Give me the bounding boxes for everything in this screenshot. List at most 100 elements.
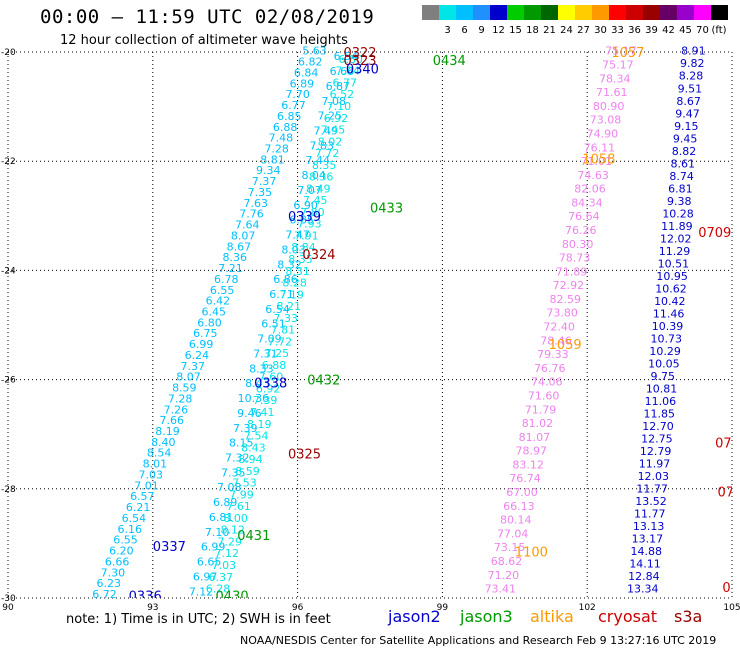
wave-height-label: 6.89 [290,77,315,90]
wave-height-label: 80.14 [500,514,532,527]
wave-height-label: 11.77 [636,482,668,495]
wave-height-label: 12.02 [660,232,692,245]
wave-height-label: 7.28 [168,392,193,405]
time-label: 0709 [698,226,731,241]
time-label: 07 [718,486,735,501]
wave-height-label: 72.40 [543,321,575,334]
colorbar-swatch [490,5,507,20]
colorbar-label: 27 [577,25,590,35]
wave-height-label: 6.52 [330,88,355,101]
wave-height-label: 8.49 [306,182,331,195]
wave-height-label: 7.45 [321,124,346,137]
wave-height-label: 6.65 [197,556,222,569]
wave-height-label: 77.04 [497,527,529,540]
wave-height-label: 6.55 [113,534,138,547]
wave-height-label: 14.11 [629,558,661,571]
wave-height-label: 8.28 [679,70,704,83]
wave-height-label: 7.53 [232,477,257,490]
wave-height-label: 8.91 [681,45,706,58]
wave-height-label: 6.80 [197,316,222,329]
colorbar-swatch [473,5,490,20]
wave-height-label: 8.67 [676,95,701,108]
wave-height-label: 7.35 [248,186,273,199]
wave-height-label: 7.47 [285,229,310,242]
wave-height-label: 7.12 [215,547,240,560]
wave-height-label: 6.81 [209,511,234,524]
wave-height-label: 6.99 [189,338,214,351]
wave-height-label: 6.81 [668,182,693,195]
colorbar-swatch [711,5,728,20]
colorbar-swatch [626,5,643,20]
wave-height-label: 7.04 [335,65,360,78]
wave-height-label: 68.62 [491,555,523,568]
wave-height-label: 9.75 [650,370,675,383]
wave-height-label: 74.90 [587,127,619,140]
wave-height-label: 11.97 [639,457,671,470]
x-tick-label: 99 [437,603,449,610]
colorbar-label: 42 [662,25,675,35]
wave-height-label: 7.07 [297,184,322,197]
colorbar-swatch [439,5,456,20]
wave-height-label: 7.63 [243,197,268,210]
time-label: 070 [715,436,740,451]
wave-height-label: 81.02 [522,417,554,430]
footer-note: note: 1) Time is in UTC; 2) SWH is in fe… [66,612,331,627]
wave-height-label: 6.97 [193,570,218,583]
wave-height-label: 7.93 [297,218,322,231]
colorbar-swatch [694,5,711,20]
wave-height-label: 8.07 [231,229,256,242]
wave-height-label: 8.07 [176,371,201,384]
wave-height-label: 7.08 [322,95,347,108]
wave-height-label: 10.42 [654,295,686,308]
time-label: 1100 [515,546,548,561]
wave-height-label: 7.37 [252,175,277,188]
wave-height-label: 6.42 [206,295,231,308]
wave-height-label: 9.34 [256,164,281,177]
x-tick-label: 102 [579,603,596,610]
wave-height-label: 75.17 [605,45,637,58]
time-label: 0432 [307,374,340,389]
wave-height-label: 10.36 [238,392,270,405]
wave-height-label: 7.03 [212,559,237,572]
wave-height-label: 8.61 [671,157,696,170]
wave-height-label: 6.66 [330,65,355,78]
colorbar-swatch [507,5,524,20]
wave-height-label: 6.28 [206,583,231,596]
wave-height-label: 7.10 [327,100,352,113]
wave-height-label: 10.51 [658,257,690,270]
wave-height-label: 8.00 [223,512,248,525]
wave-height-label: 73.41 [485,583,517,596]
y-tick-label: -20 [1,48,16,58]
colorbar-label: 39 [645,25,658,35]
wave-height-label: 7.45 [303,194,328,207]
time-label: 1057 [611,46,644,61]
wave-height-label: 8.21 [277,300,302,313]
wave-height-label: 7.30 [101,566,126,579]
time-label: 1059 [549,338,582,353]
wave-height-label: 8.43 [245,377,270,390]
wave-height-label: 6.54 [122,512,147,525]
wave-height-label: 7.80 [300,206,325,219]
wave-height-label: 72.92 [553,279,585,292]
wave-height-label: 7.49 [314,125,339,138]
time-label: 0433 [370,202,403,217]
wave-height-label: 7.70 [285,88,310,101]
colorbar-label: 18 [526,25,539,35]
wave-height-label: 9.15 [674,120,699,133]
wave-height-label: 10.95 [656,270,688,283]
wave-height-label: 8.31 [285,265,310,278]
wave-height-label: 7.81 [271,324,296,337]
wave-height-label: 82.06 [574,183,606,196]
x-tick-label: 105 [723,603,740,610]
colorbar-swatch [677,5,694,20]
wave-height-label: 5.63 [302,45,327,58]
wave-height-label: 8.28 [282,277,307,290]
colorbar-unit: (ft) [711,25,726,35]
wave-height-label: 74.06 [531,376,563,389]
wave-height-label: 6.45 [201,305,226,318]
wave-height-label: 76.11 [584,141,616,154]
time-label: 0431 [237,529,270,544]
y-tick-label: -22 [1,157,16,167]
x-tick-label: 90 [2,603,14,610]
wave-height-label: 7.32 [225,452,250,465]
